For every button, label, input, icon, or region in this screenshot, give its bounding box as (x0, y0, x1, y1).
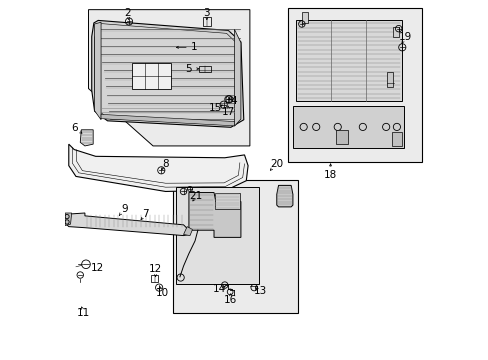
Text: 1: 1 (191, 42, 197, 52)
Text: 15: 15 (209, 103, 222, 113)
Bar (176, 187, 258, 284)
Polygon shape (188, 193, 241, 237)
Text: 12: 12 (149, 264, 162, 274)
Bar (391, 132, 402, 146)
Text: 8: 8 (162, 159, 168, 169)
Polygon shape (65, 213, 72, 226)
Text: 4: 4 (230, 96, 237, 106)
Polygon shape (67, 213, 188, 235)
Text: 7: 7 (142, 209, 149, 219)
Bar (335, 130, 348, 144)
Text: 6: 6 (71, 123, 77, 133)
Text: 11: 11 (77, 308, 90, 318)
Text: 12: 12 (91, 263, 104, 273)
Polygon shape (69, 144, 247, 192)
Text: 20: 20 (270, 159, 283, 169)
Polygon shape (80, 130, 93, 146)
Text: 10: 10 (155, 288, 168, 298)
Bar (151, 275, 158, 282)
Bar (172, 180, 298, 313)
Text: 14: 14 (212, 284, 225, 294)
Bar (198, 66, 211, 72)
Text: 19: 19 (398, 32, 412, 41)
Polygon shape (92, 21, 244, 127)
Text: 2: 2 (124, 8, 131, 18)
Text: 5: 5 (185, 64, 192, 74)
Bar (301, 12, 308, 23)
Polygon shape (101, 114, 234, 126)
Polygon shape (276, 185, 292, 207)
Text: 17: 17 (221, 107, 235, 117)
Bar (203, 17, 210, 26)
Polygon shape (183, 226, 192, 235)
Polygon shape (94, 22, 101, 120)
Bar (386, 72, 392, 87)
Text: 9: 9 (121, 204, 127, 214)
Text: 3: 3 (203, 8, 210, 18)
Bar (296, 21, 402, 101)
Text: 18: 18 (323, 170, 337, 180)
Bar (292, 107, 403, 148)
Bar (287, 8, 421, 162)
Text: 13: 13 (253, 286, 267, 296)
Bar (214, 193, 239, 210)
Polygon shape (88, 10, 249, 146)
Bar (392, 27, 398, 37)
Text: 16: 16 (223, 295, 236, 305)
Text: 21: 21 (189, 191, 203, 201)
Polygon shape (234, 30, 241, 126)
Bar (131, 63, 171, 89)
